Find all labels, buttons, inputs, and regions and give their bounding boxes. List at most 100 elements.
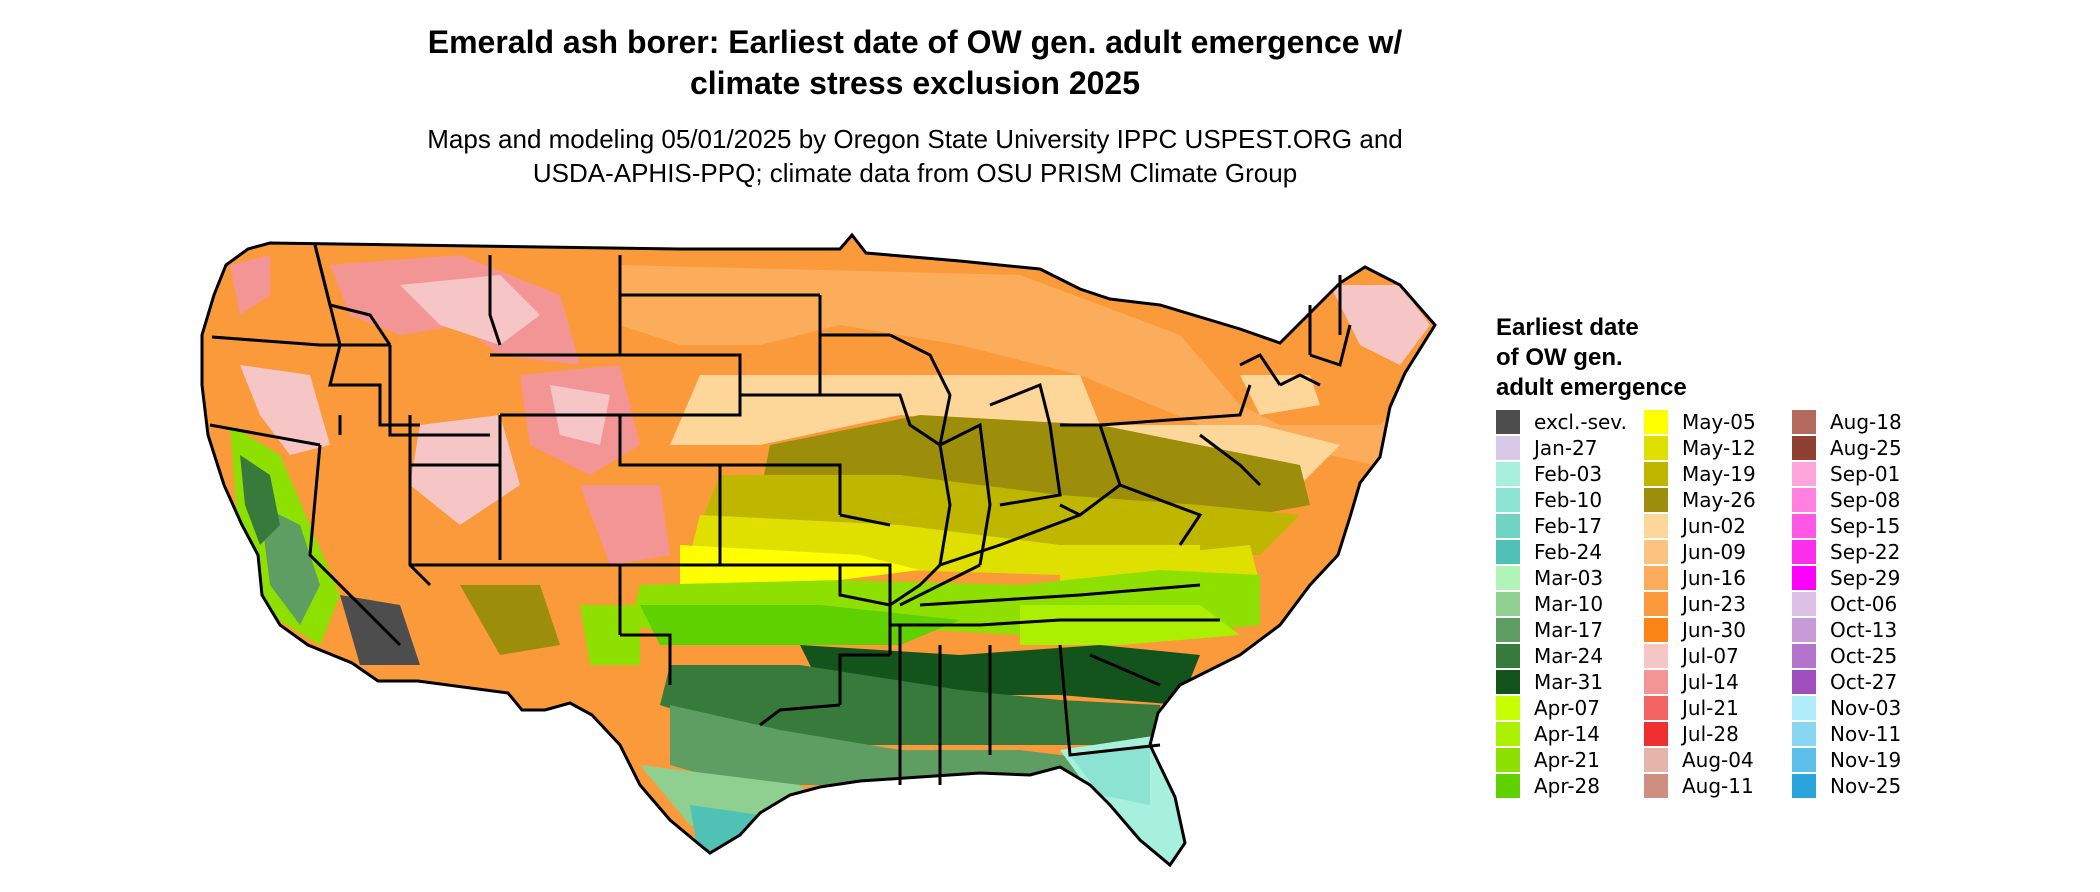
legend-item: Oct-13 [1792, 617, 1897, 643]
legend-swatch [1496, 670, 1520, 694]
legend-swatch [1496, 488, 1520, 512]
legend-label: Sep-01 [1830, 462, 1901, 486]
legend-item: Sep-22 [1792, 539, 1900, 565]
legend-item: Aug-25 [1792, 435, 1902, 461]
legend-swatch [1644, 514, 1668, 538]
legend-label: May-05 [1682, 410, 1756, 434]
legend-item: May-19 [1644, 461, 1756, 487]
legend-swatch [1644, 618, 1668, 642]
legend-label: Mar-10 [1534, 592, 1604, 616]
legend-item: Mar-10 [1496, 591, 1603, 617]
legend-item: Oct-27 [1792, 669, 1897, 695]
legend-item: Nov-25 [1792, 773, 1901, 799]
legend-item: Jul-07 [1644, 643, 1739, 669]
emergence-date-fill [202, 235, 1435, 865]
legend-item: Jul-21 [1644, 695, 1739, 721]
legend-label: Jan-27 [1534, 436, 1598, 460]
map-subtitle-line-1: Maps and modeling 05/01/2025 by Oregon S… [427, 124, 1403, 154]
legend-label: Feb-24 [1534, 540, 1603, 564]
legend-item: Mar-03 [1496, 565, 1603, 591]
legend-label: Mar-24 [1534, 644, 1604, 668]
legend-item: May-26 [1644, 487, 1756, 513]
legend-label: Aug-25 [1830, 436, 1902, 460]
legend-item: Jul-28 [1644, 721, 1739, 747]
legend-swatch [1644, 774, 1668, 798]
legend-label: Sep-15 [1830, 514, 1901, 538]
legend-item: Jun-23 [1644, 591, 1746, 617]
legend-label: Apr-28 [1534, 774, 1600, 798]
legend-item: Jun-09 [1644, 539, 1746, 565]
legend-swatch [1496, 514, 1520, 538]
legend-swatch [1792, 488, 1816, 512]
legend-swatch [1792, 592, 1816, 616]
map-subtitle: Maps and modeling 05/01/2025 by Oregon S… [0, 122, 1830, 190]
legend-item: May-12 [1644, 435, 1756, 461]
legend-swatch [1792, 540, 1816, 564]
legend-swatch [1792, 670, 1816, 694]
legend-swatch [1792, 618, 1816, 642]
legend-item: Aug-18 [1792, 409, 1902, 435]
legend-item: Nov-03 [1792, 695, 1901, 721]
legend-swatch [1792, 410, 1816, 434]
legend-label: Apr-07 [1534, 696, 1600, 720]
legend-swatch [1496, 774, 1520, 798]
legend-item: Jul-14 [1644, 669, 1739, 695]
legend-label: May-12 [1682, 436, 1756, 460]
legend-swatch [1496, 540, 1520, 564]
map-title-line-2: climate stress exclusion 2025 [689, 65, 1141, 101]
map-subtitle-line-2: USDA-APHIS-PPQ; climate data from OSU PR… [532, 158, 1298, 188]
legend-item: Mar-31 [1496, 669, 1603, 695]
legend-label: Apr-14 [1534, 722, 1600, 746]
state-boundaries [200, 233, 1437, 867]
legend-item: Jun-30 [1644, 617, 1746, 643]
legend-label: Sep-22 [1830, 540, 1901, 564]
legend-swatch [1792, 696, 1816, 720]
legend-label: Aug-18 [1830, 410, 1902, 434]
legend-swatch [1792, 436, 1816, 460]
legend-label: Nov-25 [1830, 774, 1902, 798]
legend-item: Jan-27 [1496, 435, 1598, 461]
legend-swatch [1644, 566, 1668, 590]
legend-item: Sep-08 [1792, 487, 1900, 513]
legend-swatch [1792, 722, 1816, 746]
legend-label: Feb-10 [1534, 488, 1603, 512]
legend-label: Mar-03 [1534, 566, 1604, 590]
legend-label: Mar-31 [1534, 670, 1604, 694]
legend-swatch [1644, 670, 1668, 694]
legend-label: Jun-02 [1682, 514, 1746, 538]
legend-label: Feb-17 [1534, 514, 1603, 538]
legend-item: Nov-19 [1792, 747, 1901, 773]
legend-item: Aug-11 [1644, 773, 1754, 799]
legend-item: Feb-24 [1496, 539, 1602, 565]
legend-item: Sep-01 [1792, 461, 1900, 487]
legend-swatch [1644, 722, 1668, 746]
legend-label: Sep-08 [1830, 488, 1901, 512]
legend-label: Aug-04 [1682, 748, 1754, 772]
legend-swatch [1792, 514, 1816, 538]
legend-item: Feb-03 [1496, 461, 1602, 487]
legend-swatch [1644, 748, 1668, 772]
legend-title-line-3: adult emergence [1496, 374, 1687, 401]
legend: excl.-sev. Jan-27 Feb-03 Feb-10 Feb-17 Feb-24… [1496, 409, 1936, 799]
legend-swatch [1496, 748, 1520, 772]
legend-label: Oct-25 [1830, 644, 1898, 668]
us-emergence-map [200, 233, 1437, 867]
legend-swatch [1644, 488, 1668, 512]
legend-swatch [1792, 462, 1816, 486]
legend-swatch [1496, 410, 1520, 434]
legend-label: Nov-03 [1830, 696, 1902, 720]
legend-swatch [1496, 722, 1520, 746]
legend-item: Apr-28 [1496, 773, 1600, 799]
legend-label: Aug-11 [1682, 774, 1754, 798]
legend-swatch [1644, 644, 1668, 668]
legend-label: Nov-19 [1830, 748, 1902, 772]
legend-label: Jun-09 [1682, 540, 1746, 564]
legend-label: Oct-27 [1830, 670, 1898, 694]
legend-label: Nov-11 [1830, 722, 1902, 746]
legend-label: Jul-07 [1682, 644, 1739, 668]
legend-swatch [1496, 696, 1520, 720]
legend-label: May-19 [1682, 462, 1756, 486]
legend-swatch [1792, 774, 1816, 798]
legend-title: Earliest date of OW gen. adult emergence [1496, 313, 1687, 403]
legend-label: Jul-14 [1682, 670, 1739, 694]
